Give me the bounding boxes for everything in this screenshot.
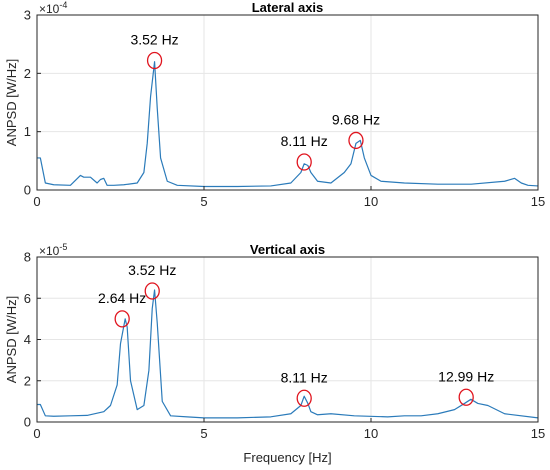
peak-marker <box>296 153 312 171</box>
y-multiplier: ×10-4 <box>39 0 67 16</box>
peak-marker <box>114 310 130 328</box>
vertical-axis-panel: 0 5 10 15 0 2 4 6 8 ×10-5 Vertical axis ANPSD [W/Hz… <box>4 242 545 465</box>
chart-title: Vertical axis <box>250 242 325 257</box>
chart-title: Lateral axis <box>252 0 324 15</box>
y-tick-label: 0 <box>24 183 31 198</box>
y-multiplier-exponent: -4 <box>59 0 67 10</box>
x-tick-label: 10 <box>364 194 378 209</box>
y-multiplier-base: ×10 <box>39 2 60 16</box>
y-axis-label: ANPSD [W/Hz] <box>4 59 19 146</box>
peak-marker <box>458 388 474 406</box>
peak-marker <box>296 389 312 407</box>
peak-label: 3.52 Hz <box>128 262 176 278</box>
x-tick-label: 5 <box>200 194 207 209</box>
x-tick-label: 10 <box>364 426 378 441</box>
x-tick-label: 15 <box>531 194 545 209</box>
peak-label: 8.11 Hz <box>281 133 328 149</box>
x-tick-label: 0 <box>33 426 40 441</box>
peak-label: 2.64 Hz <box>98 290 146 306</box>
lateral-axis-panel: 0 5 10 15 0 1 2 3 ×10-4 Lateral axis ANPSD [W/Hz] 3… <box>4 0 545 209</box>
x-tick-label: 5 <box>200 426 207 441</box>
y-tick-label: 6 <box>24 291 31 306</box>
peak-label: 12.99 Hz <box>438 368 494 384</box>
y-tick-label: 3 <box>24 8 31 23</box>
peak-label: 3.52 Hz <box>130 32 178 48</box>
y-multiplier-exponent: -5 <box>59 242 67 252</box>
peak-label: 8.11 Hz <box>281 369 328 385</box>
series-line <box>37 289 539 419</box>
y-tick-label: 2 <box>24 373 31 388</box>
y-multiplier-base: ×10 <box>39 244 60 258</box>
series-line <box>37 61 539 188</box>
peak-marker <box>348 131 364 150</box>
y-tick-label: 8 <box>24 250 31 265</box>
peak-marker <box>144 282 160 300</box>
x-axis-label: Frequency [Hz] <box>243 450 331 465</box>
peak-marker <box>146 51 163 70</box>
y-multiplier: ×10-5 <box>39 242 67 258</box>
y-tick-label: 4 <box>24 332 31 347</box>
y-tick-label: 1 <box>24 124 31 139</box>
y-axis-label: ANPSD [W/Hz] <box>4 296 19 383</box>
y-tick-label: 0 <box>24 415 31 430</box>
axes-box <box>36 14 539 191</box>
plot-area <box>37 15 538 190</box>
peak-label: 9.68 Hz <box>332 111 380 127</box>
x-tick-label: 15 <box>531 426 545 441</box>
x-tick-label: 0 <box>33 194 40 209</box>
y-tick-label: 2 <box>24 66 31 81</box>
